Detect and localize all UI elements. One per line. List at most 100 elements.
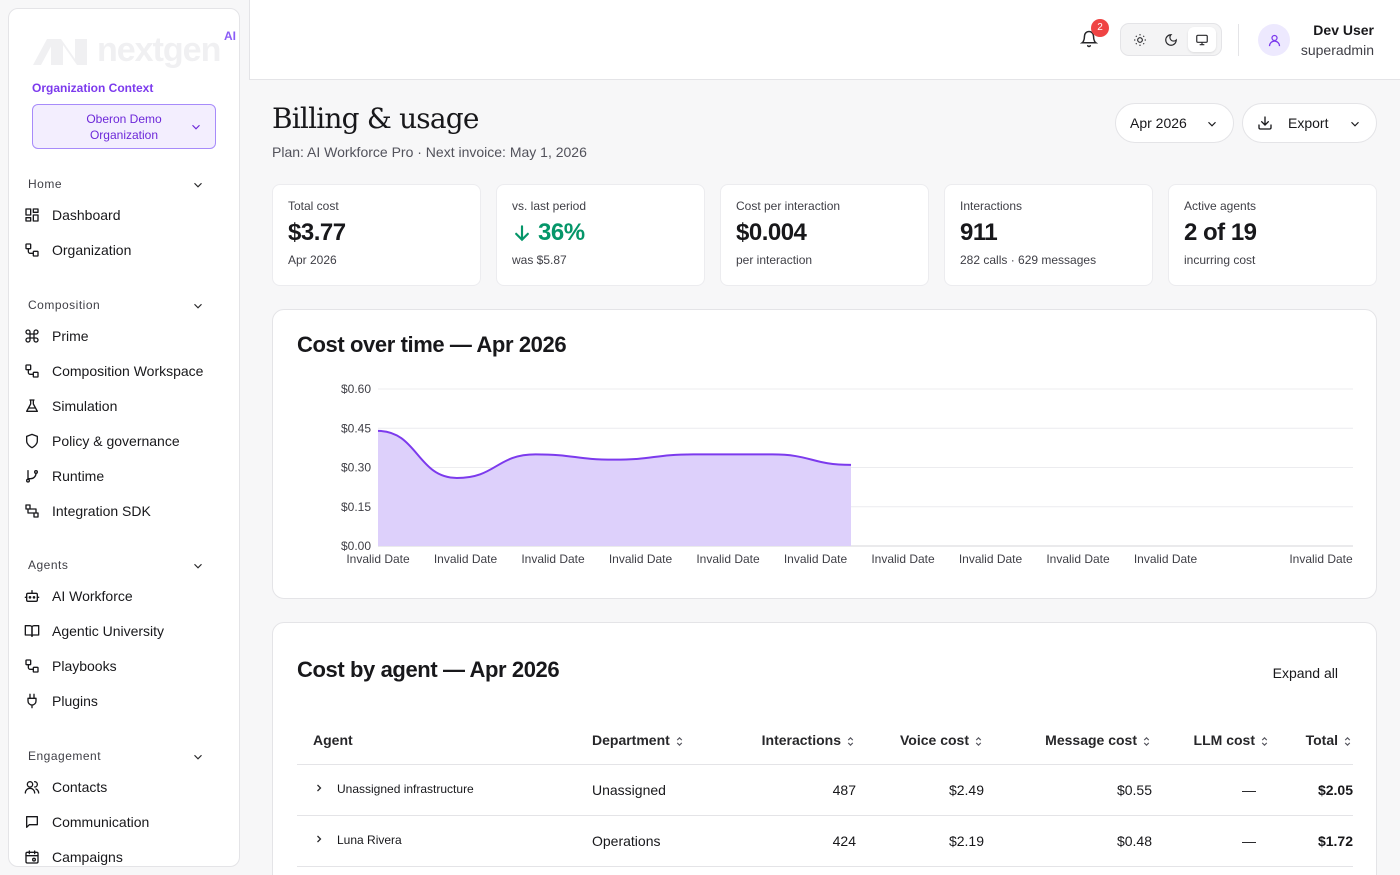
nav-section-header[interactable]: Home [9,171,239,197]
sidebar-item-campaigns[interactable]: Campaigns [9,839,239,866]
cell-voice-cost: $2.19 [856,815,984,867]
chevron-right-icon[interactable] [313,833,325,845]
nav-section-engagement: Engagement Contacts Communication Campaigns [9,743,239,866]
chevron-right-icon[interactable] [313,782,325,794]
sidebar-item-playbooks[interactable]: Playbooks [9,648,239,683]
cell-voice-cost: $2.49 [856,764,984,816]
calendar-icon [25,849,39,864]
nav-section-label: Composition [28,298,101,312]
notification-badge: 2 [1091,19,1109,37]
bell-icon[interactable] [1080,30,1098,48]
col-department[interactable]: Department [592,717,732,765]
col-voice-cost[interactable]: Voice cost [856,717,984,765]
chevron-down-icon [194,754,202,760]
branch-icon [26,469,38,483]
sidebar-item-label: Contacts [52,778,108,795]
theme-system-button[interactable] [1187,27,1216,52]
chevron-down-icon [194,563,202,569]
stat-label: vs. last period [512,199,587,213]
sidebar-item-ai-workforce[interactable]: AI Workforce [9,578,239,613]
stat-card-active-agents: Active agents 2 of 19 incurring cost [1168,184,1377,286]
col-message-cost[interactable]: Message cost [984,717,1152,765]
nav-section-header[interactable]: Composition [9,292,239,318]
cell-message-cost: $0.48 [984,815,1152,867]
x-tick-label: Invalid Date [1289,552,1353,566]
chevron-down-icon [1351,121,1359,127]
cell-interactions: 487 [732,764,856,816]
stat-card-total-cost: Total cost $3.77 Apr 2026 [272,184,481,286]
sidebar-item-prime[interactable]: Prime [9,318,239,353]
nav-section-label: Engagement [28,749,102,763]
sidebar-item-organization[interactable]: Organization [9,232,239,267]
col-total[interactable]: Total [1270,717,1353,765]
sidebar-item-dashboard[interactable]: Dashboard [9,197,239,232]
table-row[interactable]: Luna Rivera Operations 424 $2.19 $0.48 —… [297,815,1353,867]
nav-section-label: Home [28,177,63,191]
sidebar-item-label: Integration SDK [52,502,151,519]
sidebar-item-agentic-university[interactable]: Agentic University [9,613,239,648]
sort-icon [1261,737,1268,747]
sidebar-item-composition-workspace[interactable]: Composition Workspace [9,353,239,388]
theme-switcher [1120,23,1222,56]
avatar[interactable] [1258,24,1290,56]
theme-light-button[interactable] [1126,27,1154,52]
dashboard-icon [25,207,39,222]
stat-value: 36% [538,219,585,246]
chevron-down-icon [192,124,200,130]
chevron-down-icon [1208,121,1216,127]
sidebar-item-contacts[interactable]: Contacts [9,769,239,804]
y-tick-label: $0.45 [341,421,371,435]
col-interactions[interactable]: Interactions [732,717,856,765]
stat-card-interactions: Interactions 911 282 calls · 629 message… [944,184,1153,286]
sidebar-item-simulation[interactable]: Simulation [9,388,239,423]
logo[interactable]: nextgen AI [31,29,236,69]
chart-title: Cost over time — Apr 2026 [297,332,567,357]
cell-total: $1.72 [1270,815,1353,867]
message-icon [26,815,38,828]
export-button[interactable]: Export [1242,103,1377,143]
sidebar-item-communication[interactable]: Communication [9,804,239,839]
nav-section-composition: Composition Prime Composition Workspace Sim… [9,292,239,528]
theme-dark-button[interactable] [1157,27,1185,52]
nav-section-header[interactable]: Agents [9,552,239,578]
sort-icon [975,737,982,747]
col-label: LLM cost [1193,732,1255,749]
page-title: Billing & usage [272,102,479,135]
sdk-icon [25,503,39,518]
sidebar-item-label: AI Workforce [52,587,133,604]
table-row[interactable]: Unassigned infrastructure Unassigned 487… [297,764,1353,816]
x-tick-label: Invalid Date [346,552,410,566]
moon-icon [1165,33,1177,46]
page-subtitle: Plan: AI Workforce Pro · Next invoice: M… [272,144,587,160]
logo-mark-icon [33,39,87,65]
stat-value-trend: 36% [512,219,689,247]
cell-agent: Luna Rivera [297,815,592,867]
sidebar-item-label: Prime [52,327,89,344]
y-tick-label: $0.30 [341,461,371,475]
logo-word: nextgen [97,31,221,69]
plug-icon [27,693,37,708]
x-tick-label: Invalid Date [696,552,760,566]
cost-over-time-panel: Cost over time — Apr 2026 $0.60 $0.45 $0.3… [272,309,1377,599]
stat-sub: per interaction [736,253,813,267]
area-fill [378,430,851,546]
arrow-down-icon [515,225,529,242]
y-tick-label: $0.00 [341,539,371,553]
org-select[interactable]: Oberon Demo Organization [32,104,216,149]
cost-by-agent-panel: Cost by agent — Apr 2026 Expand all Agen… [272,622,1377,875]
x-tick-label: Invalid Date [521,552,585,566]
sidebar-item-policy-governance[interactable]: Policy & governance [9,423,239,458]
sidebar-item-runtime[interactable]: Runtime [9,458,239,493]
sidebar-item-plugins[interactable]: Plugins [9,683,239,718]
month-select[interactable]: Apr 2026 [1115,103,1234,143]
x-tick-label: Invalid Date [871,552,935,566]
sidebar-item-integration-sdk[interactable]: Integration SDK [9,493,239,528]
nav-section-header[interactable]: Engagement [9,743,239,769]
col-llm-cost[interactable]: LLM cost [1152,717,1270,765]
chevron-down-icon [194,182,202,188]
sidebar-item-label: Simulation [52,397,118,414]
x-tick-label: Invalid Date [609,552,673,566]
expand-all-button[interactable]: Expand all [1272,665,1338,681]
monitor-icon [1195,34,1208,45]
